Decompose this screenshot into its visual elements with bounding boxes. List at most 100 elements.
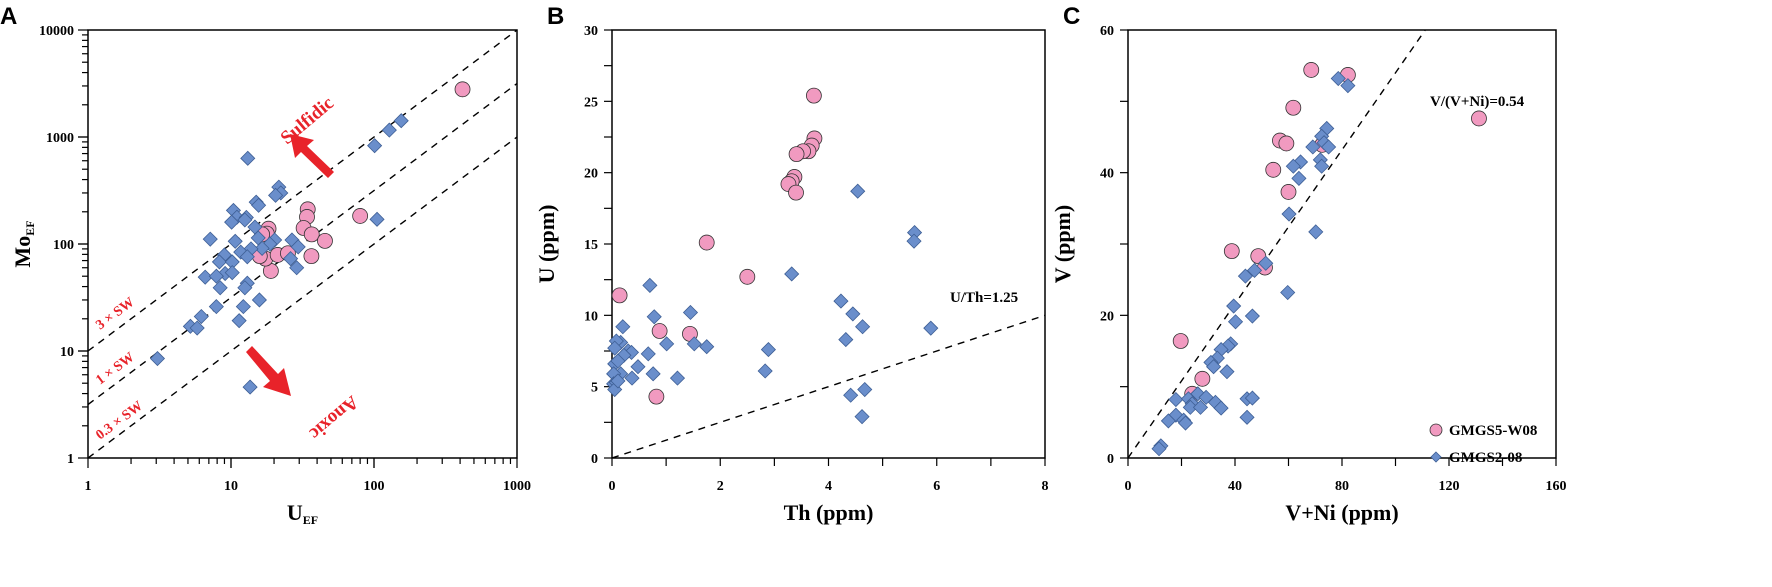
- data-point-circle: [1303, 62, 1320, 78]
- data-point-circle: [611, 287, 628, 304]
- data-point-circle: [788, 146, 805, 163]
- data-point-circle: [651, 323, 668, 339]
- data-point-diamond: [1246, 262, 1263, 278]
- series-gmgs2-08: [606, 183, 939, 425]
- data-point-diamond: [251, 292, 267, 308]
- data-point-diamond: [610, 373, 626, 389]
- y-tick-label: 1: [67, 452, 74, 467]
- reference-line-label: 1 × SW: [93, 350, 137, 388]
- y-tick-label: 5: [591, 381, 598, 396]
- data-point-diamond: [838, 332, 854, 348]
- data-point-diamond: [1237, 268, 1253, 284]
- data-point-diamond: [1182, 399, 1198, 415]
- x-tick-label: 8: [1042, 479, 1049, 494]
- data-point-diamond: [906, 233, 922, 249]
- data-point-diamond: [1281, 206, 1297, 222]
- data-point-diamond: [757, 363, 773, 379]
- y-tick-label: 1000: [46, 131, 74, 146]
- data-point-diamond: [1177, 415, 1194, 431]
- data-point-diamond: [237, 280, 253, 296]
- y-tick-label: 60: [1100, 24, 1114, 39]
- data-point-diamond: [239, 249, 255, 265]
- y-axis-label: MoEF: [10, 220, 37, 267]
- data-point-diamond: [1227, 314, 1244, 330]
- data-point-circle: [303, 248, 320, 265]
- data-point-diamond: [268, 187, 284, 203]
- reference-line-label: 3 × SW: [93, 295, 137, 333]
- x-axis-label: V+Ni (ppm): [1285, 500, 1398, 525]
- data-point-diamond: [193, 308, 209, 325]
- data-point-diamond: [615, 319, 631, 335]
- data-point-diamond: [645, 366, 661, 382]
- y-tick-label: 30: [584, 24, 598, 39]
- data-point-circle: [1278, 135, 1295, 152]
- data-point-diamond: [1305, 139, 1321, 155]
- data-point-diamond: [843, 387, 859, 403]
- reference-line: [612, 314, 1045, 458]
- legend-circle-icon: [1429, 423, 1443, 437]
- data-point-diamond: [231, 313, 247, 329]
- data-point-diamond: [845, 306, 861, 322]
- y-tick-label: 10: [584, 309, 598, 324]
- data-point-diamond: [1285, 158, 1301, 174]
- data-point-diamond: [699, 339, 715, 355]
- data-point-diamond: [381, 122, 397, 138]
- data-point-diamond: [833, 293, 849, 309]
- y-tick-label: 10: [60, 345, 74, 360]
- data-point-diamond: [254, 240, 270, 256]
- y-tick-label: 20: [584, 167, 598, 182]
- anoxic-arrow-icon: [246, 346, 291, 396]
- data-point-circle: [698, 234, 715, 251]
- data-point-circle: [352, 208, 369, 224]
- legend-diamond-icon: [1430, 451, 1442, 463]
- data-point-diamond: [235, 299, 251, 315]
- data-point-diamond: [624, 370, 640, 386]
- data-point-diamond: [1239, 409, 1255, 425]
- x-tick-label: 100: [364, 479, 385, 494]
- data-point-circle: [1223, 243, 1240, 260]
- y-tick-label: 100: [53, 238, 74, 253]
- x-axis-label-subscript: EF: [303, 513, 318, 527]
- sulfidic-arrow-icon: [290, 134, 334, 178]
- plot-frame: [611, 29, 1046, 459]
- panel-letter: A: [0, 3, 17, 30]
- data-point-diamond: [1308, 224, 1324, 240]
- anoxic-label: Anoxic: [305, 391, 362, 444]
- series-gmgs5-w08: [611, 87, 823, 405]
- x-tick-label: 40: [1228, 479, 1242, 494]
- data-point-diamond: [1168, 391, 1184, 408]
- x-tick-label: 0: [1125, 479, 1132, 494]
- data-point-diamond: [659, 336, 675, 352]
- reference-line-label: 0.3 × SW: [93, 399, 145, 444]
- data-point-diamond: [189, 320, 205, 336]
- data-point-diamond: [1226, 298, 1242, 314]
- x-tick-label: 2: [717, 479, 724, 494]
- data-point-circle: [648, 388, 665, 405]
- ticks: [1120, 29, 1557, 466]
- x-tick-label: 0: [609, 479, 616, 494]
- y-axis-label: U (ppm): [534, 205, 559, 284]
- x-axis-label: UEF: [287, 500, 318, 527]
- panel-letter: C: [1063, 3, 1080, 30]
- y-tick-label: 0: [1107, 452, 1114, 467]
- panel-b: B 0 2 4 6 8 0 5 10 15 20 25 30 Th (ppm) U (ppm) U/Th=1.…: [534, 3, 1049, 525]
- data-point-circle: [454, 81, 471, 98]
- data-point-circle: [1471, 110, 1487, 127]
- reference-line: [88, 136, 517, 458]
- y-axis-label: V (ppm): [1050, 205, 1075, 283]
- data-point-diamond: [607, 340, 623, 356]
- data-point-diamond: [630, 359, 646, 375]
- ticks: [604, 29, 1046, 466]
- y-tick-label: 40: [1100, 167, 1114, 182]
- data-point-diamond: [1340, 78, 1356, 94]
- series-gmgs2-08: [149, 113, 409, 395]
- data-point-diamond: [237, 212, 253, 228]
- data-point-diamond: [1321, 139, 1337, 155]
- y-axis-label-main: Mo: [10, 236, 35, 268]
- legend-label: GMGS5-W08: [1449, 423, 1537, 439]
- data-point-diamond: [855, 319, 871, 335]
- legend-label: GMGS2-08: [1449, 450, 1522, 466]
- x-axis-label-main: Th (ppm): [784, 500, 874, 525]
- data-point-diamond: [240, 150, 256, 166]
- data-point-diamond: [850, 183, 866, 199]
